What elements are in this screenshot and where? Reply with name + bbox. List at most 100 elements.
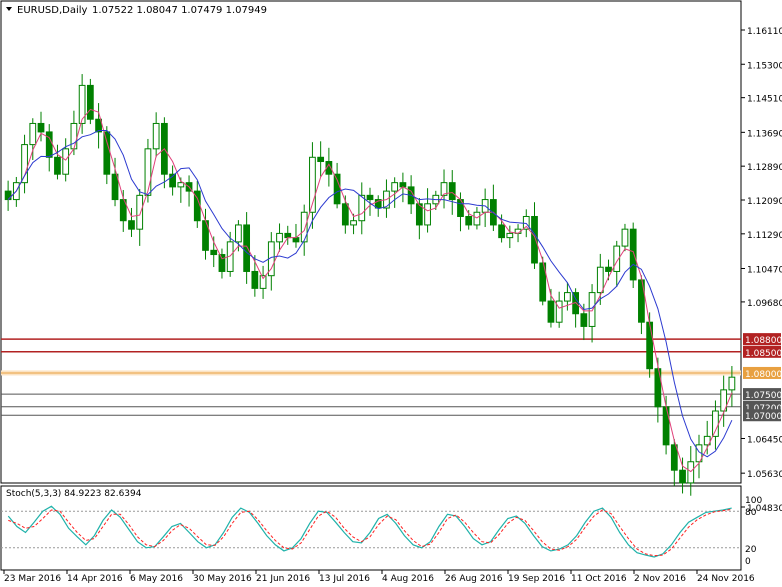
y-tick-label: 1.15300 (747, 61, 782, 71)
candle-body (218, 254, 226, 272)
level-price-label: 1.08800 (745, 336, 782, 346)
candle-body (119, 199, 127, 222)
candle-body (37, 122, 45, 133)
stoch-label: Stoch(5,3,3) 84.9223 82.6394 (6, 489, 142, 499)
x-tick-label: 6 May 2016 (130, 574, 183, 584)
candle-body (621, 228, 629, 247)
candle-body (473, 211, 481, 226)
candle-body (670, 444, 678, 471)
stoch-y-tick-label: 100 (745, 496, 762, 506)
level-price-label: 1.08500 (745, 349, 782, 359)
candle-body (70, 122, 78, 150)
candle-body (4, 190, 12, 201)
candle-body (629, 228, 637, 281)
y-tick-label: 1.12090 (747, 197, 782, 207)
y-tick-label: 1.09680 (747, 299, 782, 309)
candle-body (613, 245, 621, 272)
dropdown-triangle-icon[interactable] (6, 7, 12, 11)
candle-body (415, 203, 423, 226)
level-price-label: 1.07000 (745, 412, 782, 422)
level-price-label: 1.07200 (745, 404, 782, 414)
stoch-signal-line (8, 508, 732, 557)
moving-average-line (7, 130, 733, 458)
candle-body (177, 182, 185, 188)
candle-body (720, 389, 728, 412)
level-price-tag (743, 388, 781, 401)
x-tick-label: 24 Nov 2016 (697, 574, 755, 584)
level-price-tag (743, 345, 781, 358)
stoch-y-tick-label: 80 (745, 508, 757, 518)
level-price-label: 1.08000 (745, 370, 782, 380)
y-tick-label: 1.06450 (747, 435, 782, 445)
y-tick-label: 1.13690 (747, 129, 782, 139)
ohlc-values: 1.07522 1.08047 1.07479 1.07949 (92, 5, 267, 16)
candle-body (687, 461, 695, 484)
candle-body (679, 469, 686, 484)
y-tick-label: 1.10470 (747, 266, 782, 276)
level-price-label: 1.07500 (745, 391, 782, 401)
candle-body (646, 321, 654, 370)
candle-body (440, 182, 448, 196)
candle-body (605, 266, 612, 272)
candle-body (300, 211, 308, 243)
candle-body (317, 156, 325, 163)
candle-body (103, 131, 111, 175)
symbol-label: EURUSD,Daily (17, 5, 88, 16)
candle-body (333, 173, 341, 205)
candle-body (531, 215, 538, 264)
x-tick-label: 13 Jul 2016 (319, 574, 370, 584)
candle-body (555, 300, 563, 323)
stoch-y-tick-label: 0 (745, 557, 751, 567)
level-price-tag (743, 333, 781, 346)
candle-body (235, 224, 242, 243)
candle-body (21, 144, 28, 184)
candle-body (564, 292, 571, 302)
candle-body (210, 249, 218, 256)
candle-body (350, 220, 357, 226)
y-tick-label: 1.05630 (747, 470, 782, 480)
x-tick-label: 19 Sep 2016 (508, 574, 565, 584)
candle-body (144, 148, 152, 196)
candle-body (111, 173, 119, 201)
candle-body (588, 292, 596, 327)
candle-body (136, 194, 144, 230)
candle-body (712, 410, 719, 437)
candle-body (465, 215, 473, 226)
price-layer (1, 74, 741, 496)
main-chart-frame (0, 0, 742, 484)
candle-body (374, 199, 382, 209)
candle-body (341, 203, 349, 226)
y-tick-label: 1.16110 (747, 27, 782, 37)
candle-body (391, 182, 399, 192)
candle-body (62, 148, 70, 175)
candle-body (399, 182, 407, 188)
candle-body (45, 131, 53, 158)
candle-body (498, 224, 505, 239)
candle-body (580, 313, 588, 327)
candle-body (259, 275, 267, 289)
candle-body (29, 122, 37, 146)
y-tick-label: 1.04830 (747, 504, 782, 514)
candle-body (251, 270, 259, 289)
candle-body (596, 266, 604, 294)
axis-layer: 1.16110 1.15300 1.14510 1.13690 1.12890 1.120… (3, 27, 782, 584)
candle-body (152, 122, 160, 150)
candle-body (325, 161, 333, 175)
y-tick-label: 1.14510 (747, 95, 782, 105)
x-tick-label: 2 Nov 2016 (634, 574, 686, 584)
stoch-layer (1, 505, 741, 558)
candle-body (95, 118, 102, 133)
x-tick-label: 23 Mar 2016 (4, 574, 61, 584)
candle-body (424, 203, 431, 226)
candle-body (366, 194, 374, 201)
x-tick-label: 4 Aug 2016 (382, 574, 434, 584)
candle-body (309, 156, 316, 213)
candle-body (78, 84, 86, 124)
candle-body (54, 156, 61, 175)
candle-body (547, 300, 555, 323)
level-price-tag (743, 409, 781, 422)
candle-body (539, 262, 547, 302)
candle-body (728, 376, 736, 391)
